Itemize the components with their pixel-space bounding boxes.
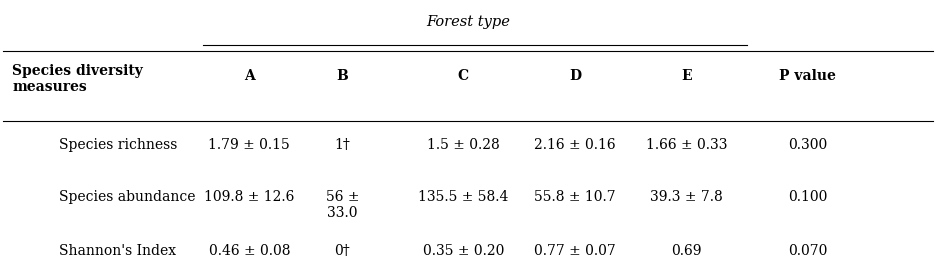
Text: 1.66 ± 0.33: 1.66 ± 0.33	[646, 138, 727, 152]
Text: Species richness: Species richness	[59, 138, 177, 152]
Text: C: C	[458, 69, 469, 83]
Text: 0.100: 0.100	[788, 190, 827, 204]
Text: Shannon's Index: Shannon's Index	[59, 244, 176, 258]
Text: 2.16 ± 0.16: 2.16 ± 0.16	[534, 138, 616, 152]
Text: 0.300: 0.300	[788, 138, 827, 152]
Text: D: D	[569, 69, 581, 83]
Text: A: A	[244, 69, 255, 83]
Text: E: E	[681, 69, 692, 83]
Text: 0.46 ± 0.08: 0.46 ± 0.08	[209, 244, 290, 258]
Text: 56 ±
33.0: 56 ± 33.0	[326, 190, 359, 220]
Text: 1.5 ± 0.28: 1.5 ± 0.28	[427, 138, 500, 152]
Text: 0.35 ± 0.20: 0.35 ± 0.20	[423, 244, 504, 258]
Text: 0.070: 0.070	[788, 244, 827, 258]
Text: 0†: 0†	[334, 244, 350, 258]
Text: 109.8 ± 12.6: 109.8 ± 12.6	[204, 190, 295, 204]
Text: Species diversity
measures: Species diversity measures	[12, 64, 143, 94]
Text: 0.69: 0.69	[671, 244, 702, 258]
Text: 0.77 ± 0.07: 0.77 ± 0.07	[534, 244, 616, 258]
Text: Species abundance: Species abundance	[59, 190, 195, 204]
Text: 1.79 ± 0.15: 1.79 ± 0.15	[209, 138, 290, 152]
Text: B: B	[337, 69, 348, 83]
Text: P value: P value	[779, 69, 836, 83]
Text: Forest type: Forest type	[426, 15, 510, 29]
Text: 39.3 ± 7.8: 39.3 ± 7.8	[651, 190, 723, 204]
Text: 135.5 ± 58.4: 135.5 ± 58.4	[418, 190, 508, 204]
Text: 55.8 ± 10.7: 55.8 ± 10.7	[534, 190, 616, 204]
Text: 1†: 1†	[334, 138, 350, 152]
